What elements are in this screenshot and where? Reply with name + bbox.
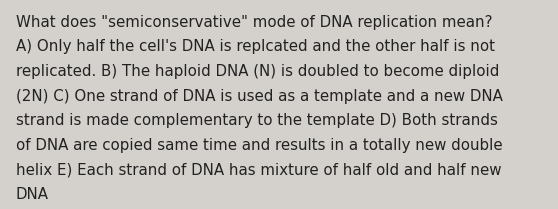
Text: of DNA are copied same time and results in a totally new double: of DNA are copied same time and results … [16,138,502,153]
Text: replicated. B) The haploid DNA (N) is doubled to become diploid: replicated. B) The haploid DNA (N) is do… [16,64,499,79]
Text: strand is made complementary to the template D) Both strands: strand is made complementary to the temp… [16,113,498,128]
Text: What does "semiconservative" mode of DNA replication mean?: What does "semiconservative" mode of DNA… [16,15,492,30]
Text: helix E) Each strand of DNA has mixture of half old and half new: helix E) Each strand of DNA has mixture … [16,163,501,178]
Text: DNA: DNA [16,187,49,202]
Text: A) Only half the cell's DNA is replcated and the other half is not: A) Only half the cell's DNA is replcated… [16,39,494,54]
Text: (2N) C) One strand of DNA is used as a template and a new DNA: (2N) C) One strand of DNA is used as a t… [16,89,503,104]
